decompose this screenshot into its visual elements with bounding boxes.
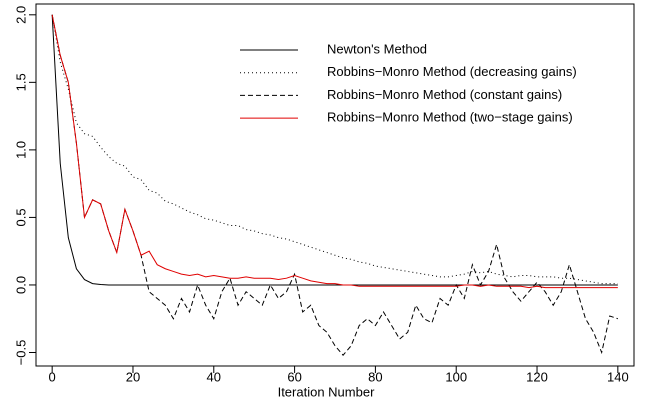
- series-line: [51, 14, 618, 356]
- legend-label: Robbins−Monro Method (constant gains): [327, 87, 562, 102]
- y-tick-label: −0.5: [13, 340, 28, 366]
- legend-label: Robbins−Monro Method (decreasing gains): [327, 64, 577, 79]
- y-tick-label: 1.5: [13, 73, 28, 91]
- x-tick-label: 100: [445, 369, 467, 384]
- plot-box: [35, 3, 635, 367]
- x-tick-label: 120: [526, 369, 548, 384]
- x-tick-label: 20: [126, 369, 140, 384]
- y-tick-label: 0.5: [13, 208, 28, 226]
- series-line: [51, 14, 618, 285]
- series-line: [51, 14, 618, 289]
- y-tick-label: 2.0: [13, 6, 28, 24]
- x-tick-label: 60: [287, 369, 301, 384]
- y-tick-label: 1.0: [13, 141, 28, 159]
- y-tick-label: 0.0: [13, 276, 28, 294]
- legend-label: Newton's Method: [327, 41, 427, 56]
- legend-label: Robbins−Monro Method (two−stage gains): [327, 110, 573, 125]
- series-line: [51, 14, 618, 286]
- x-tick-label: 140: [607, 369, 629, 384]
- x-tick-label: 40: [207, 369, 221, 384]
- x-axis-label: Iteration Number: [278, 384, 375, 399]
- x-tick-label: 0: [49, 369, 56, 384]
- x-tick-label: 80: [368, 369, 382, 384]
